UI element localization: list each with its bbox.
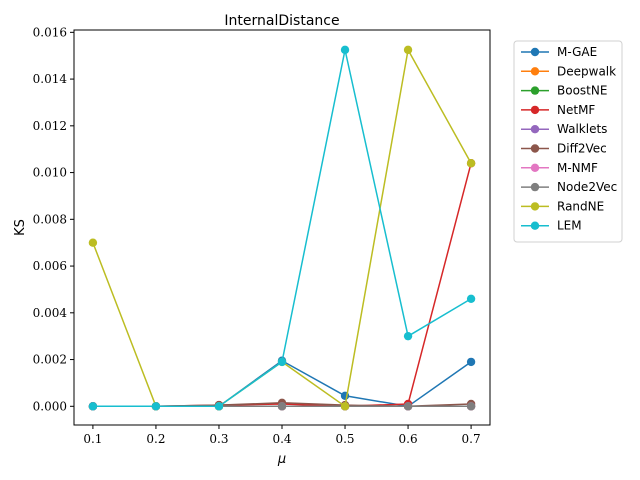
plot-area: 0.1 0.2 0.3 0.4 0.5 0.6 0.7 0.000 0.002 0.004 0.00…: [33, 25, 491, 446]
y-tick-label: 0.004: [33, 306, 68, 320]
data-point: [88, 402, 98, 411]
chart-title: InternalDistance: [224, 13, 339, 29]
y-tick-label: 0.000: [33, 399, 67, 413]
data-point: [403, 45, 413, 55]
y-tick-label: 0.014: [33, 72, 68, 86]
y-tick-label: 0.002: [33, 353, 67, 367]
legend-label: BoostNE: [557, 84, 607, 98]
legend-marker: [530, 47, 540, 57]
x-tick-label: 0.1: [83, 432, 102, 446]
data-point: [340, 402, 350, 411]
series-lem: [88, 45, 476, 411]
legend-marker: [530, 221, 540, 230]
legend-item-randne: RandNE: [521, 199, 604, 213]
data-point: [277, 357, 287, 367]
legend-label: M-GAE: [557, 45, 597, 59]
legend-marker: [530, 105, 540, 115]
legend-marker: [530, 163, 540, 172]
legend-item-deepwalk: Deepwalk: [521, 64, 616, 78]
legend-label: LEM: [557, 219, 582, 233]
data-point: [88, 238, 98, 247]
legend-marker: [530, 125, 540, 134]
legend-label: Walklets: [557, 122, 607, 136]
legend-label: Node2Vec: [557, 180, 617, 194]
legend-item-walklets: Walklets: [521, 122, 607, 136]
data-point: [466, 159, 476, 168]
data-point: [151, 402, 161, 411]
legend: M-GAE Deepwalk BoostNE NetMF Walklets Diff2Ve…: [513, 40, 623, 243]
x-tick-label: 0.2: [146, 432, 165, 446]
x-tick-label: 0.3: [209, 432, 228, 446]
legend-marker: [530, 67, 540, 76]
data-point: [277, 402, 287, 411]
y-tick-label: 0.016: [33, 25, 67, 39]
x-axis-label: μ: [277, 452, 286, 467]
legend-marker: [530, 86, 540, 95]
legend-label: NetMF: [557, 103, 595, 117]
data-point: [466, 294, 476, 303]
data-point: [340, 45, 350, 55]
legend-marker: [530, 182, 540, 192]
data-point: [214, 402, 224, 411]
legend-marker: [530, 144, 540, 153]
y-tick-label: 0.008: [33, 212, 67, 226]
legend-item-diff2vec: Diff2Vec: [521, 142, 607, 156]
legend-label: Diff2Vec: [557, 142, 607, 156]
x-tick-label: 0.7: [462, 432, 481, 446]
legend-item-lem: LEM: [521, 219, 582, 233]
legend-label: RandNE: [557, 199, 604, 213]
data-point: [403, 402, 413, 411]
y-axis-label: KS: [13, 219, 28, 236]
x-tick-label: 0.5: [335, 432, 354, 446]
data-point: [403, 331, 413, 341]
legend-item-m-nmf: M-NMF: [521, 161, 598, 175]
y-tick-label: 0.012: [33, 119, 67, 133]
legend-label: Deepwalk: [557, 64, 616, 78]
legend-label: M-NMF: [557, 161, 598, 175]
legend-item-node2vec: Node2Vec: [521, 180, 617, 194]
x-tick-label: 0.6: [399, 432, 418, 446]
data-point: [466, 357, 476, 367]
y-tick-label: 0.006: [33, 259, 67, 273]
x-tick-label: 0.4: [272, 432, 291, 446]
legend-item-m-gae: M-GAE: [521, 45, 597, 59]
legend-item-boostne: BoostNE: [521, 84, 607, 98]
legend-item-netmf: NetMF: [521, 103, 595, 117]
data-point: [466, 402, 476, 411]
legend-marker: [530, 202, 540, 211]
y-tick-label: 0.010: [33, 166, 67, 180]
